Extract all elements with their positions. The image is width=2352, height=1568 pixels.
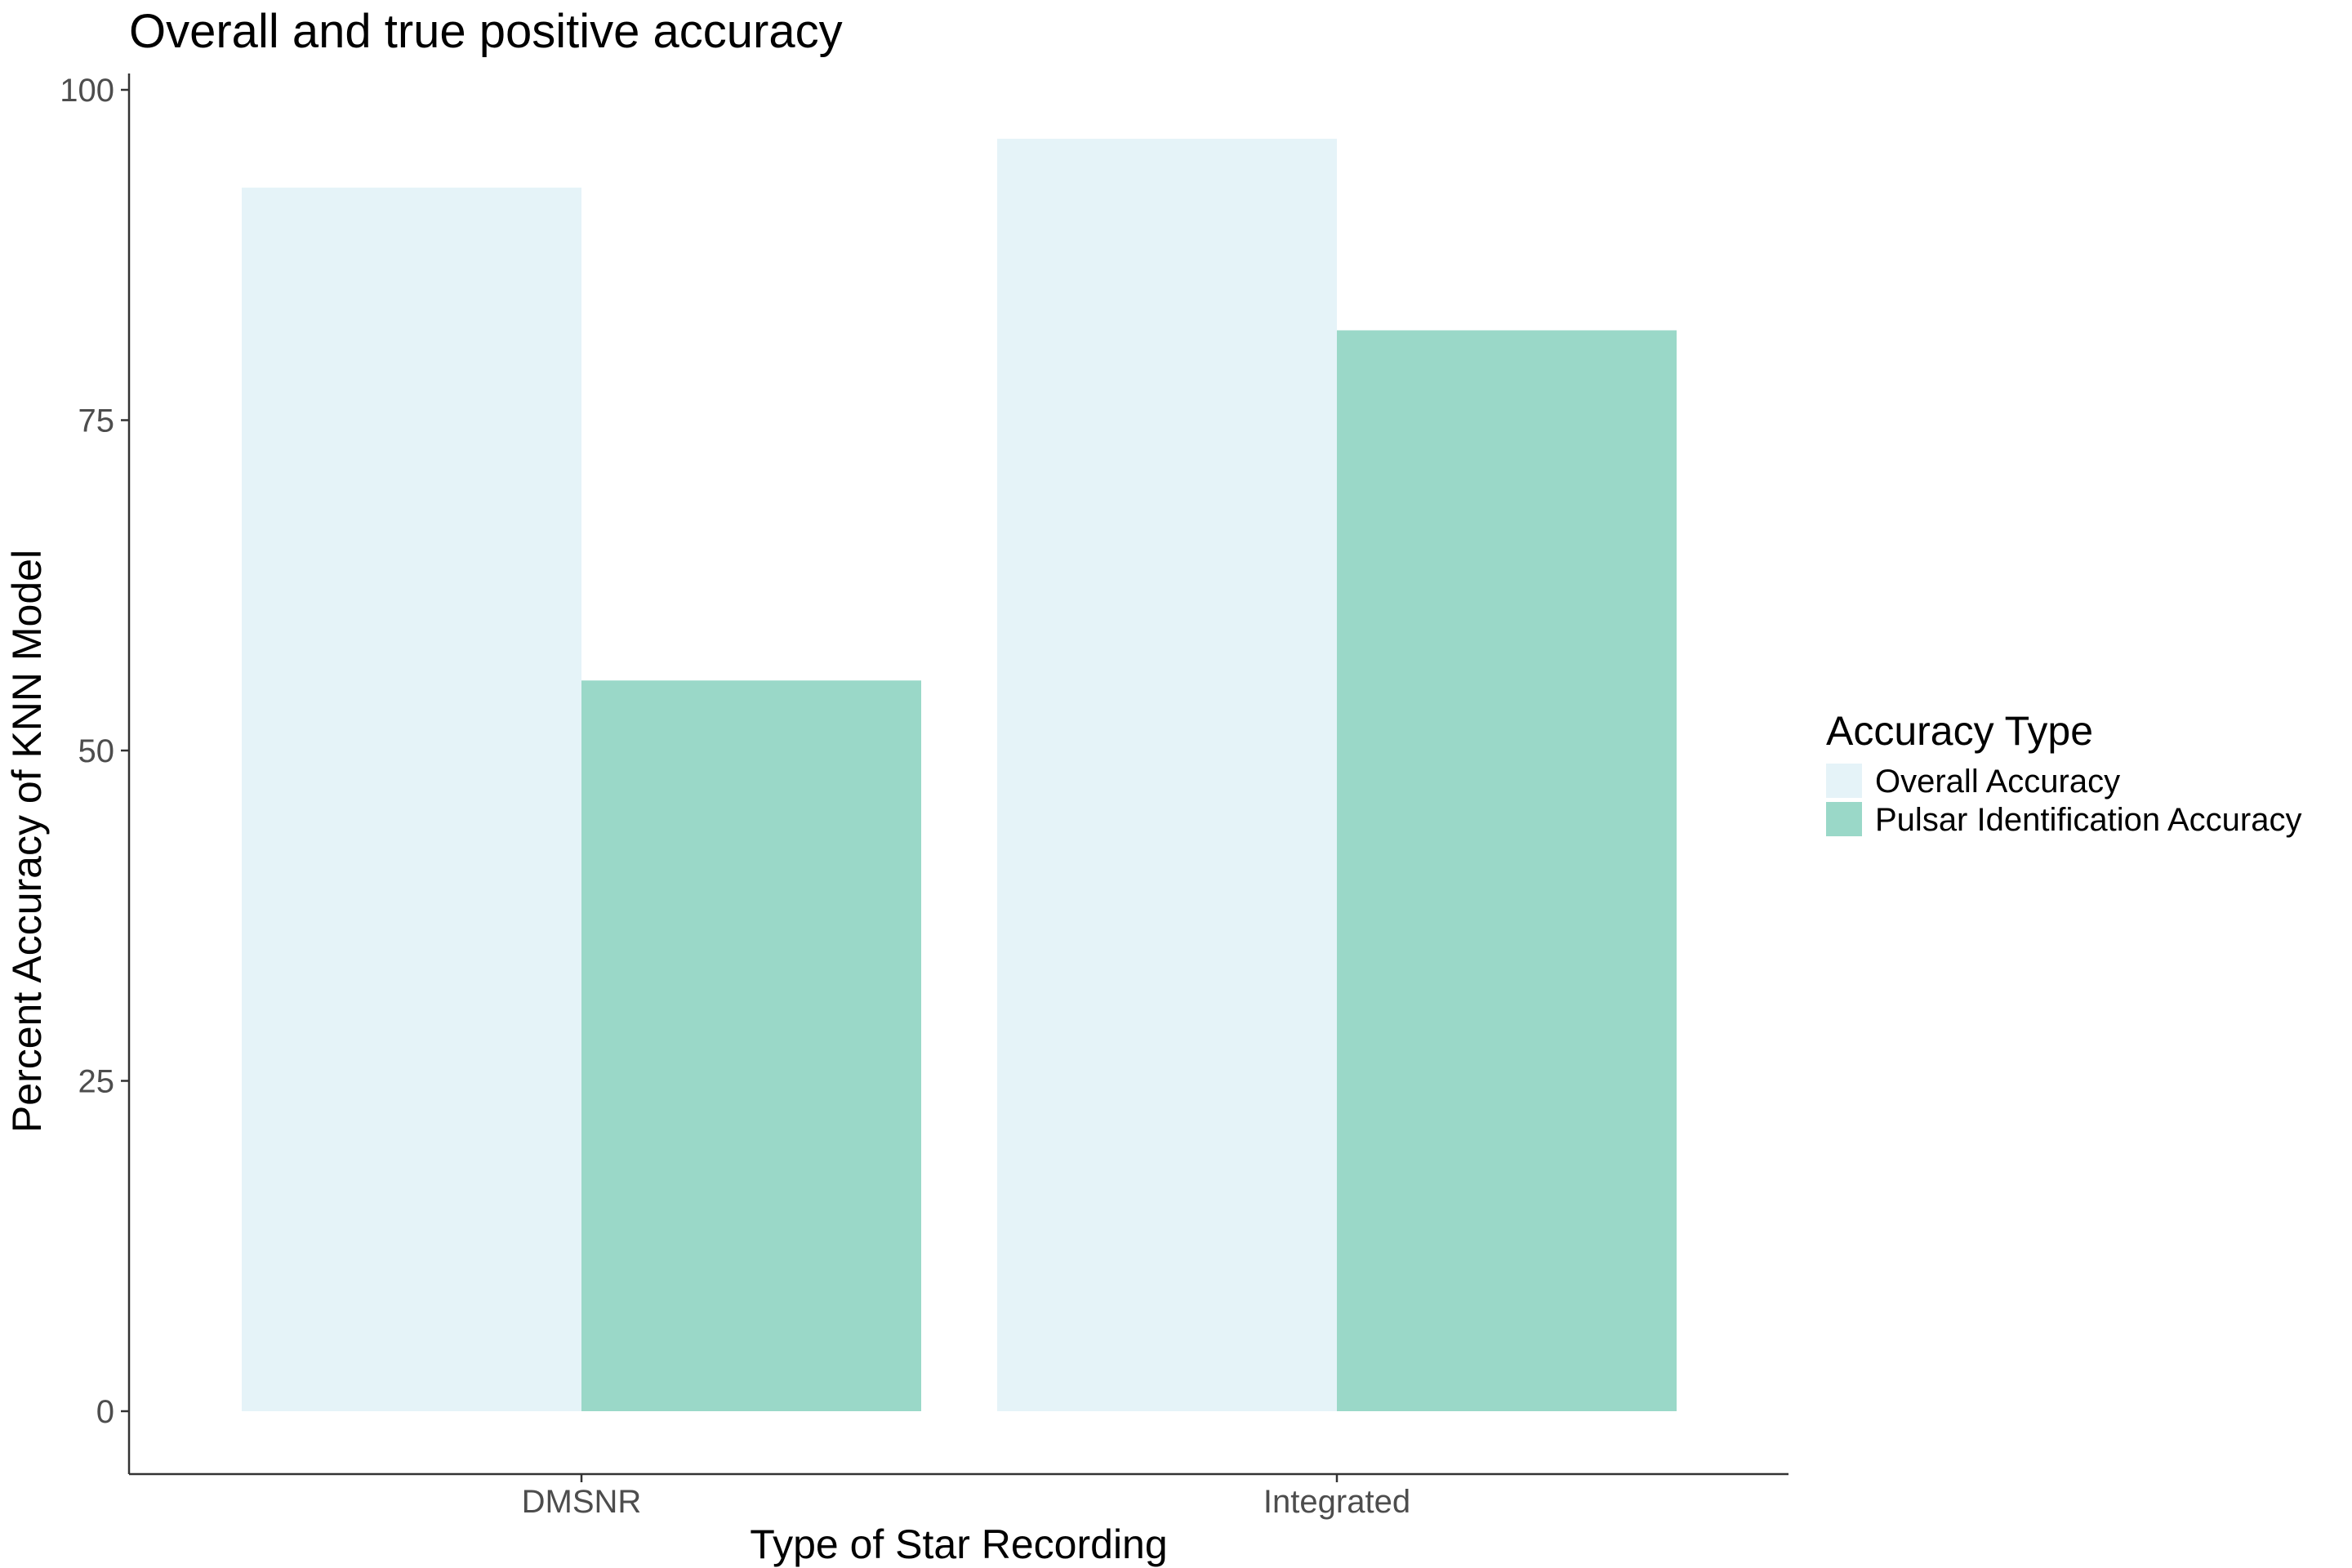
y-tick-label: 25 xyxy=(78,1064,115,1100)
y-tick-label: 100 xyxy=(60,73,114,109)
legend-title: Accuracy Type xyxy=(1826,708,2093,754)
y-axis-title: Percent Accuracy of KNN Model xyxy=(4,550,50,1133)
bar-dmsnr-pulsar-identification-accuracy xyxy=(581,680,921,1411)
bar-integrated-pulsar-identification-accuracy xyxy=(1337,330,1677,1411)
legend-label: Overall Accuracy xyxy=(1875,764,2120,800)
legend-label: Pulsar Identification Accuracy xyxy=(1875,802,2301,838)
y-tick-label: 50 xyxy=(78,733,115,769)
y-tick-label: 75 xyxy=(78,403,115,439)
bars-group xyxy=(242,138,1677,1412)
x-tick-label: Integrated xyxy=(1263,1484,1410,1520)
bar-dmsnr-overall-accuracy xyxy=(242,187,581,1412)
y-tick-label: 0 xyxy=(96,1394,114,1430)
x-tick-label: DMSNR xyxy=(522,1484,642,1520)
legend-key xyxy=(1826,802,1862,836)
chart-title: Overall and true positive accuracy xyxy=(129,5,843,58)
y-ticks-group: 0 25 50 75 100 xyxy=(60,73,129,1430)
x-axis-title: Type of Star Recording xyxy=(750,1521,1167,1567)
legend-key xyxy=(1826,764,1862,798)
bar-integrated-overall-accuracy xyxy=(997,138,1337,1412)
x-ticks-group: DMSNR Integrated xyxy=(522,1474,1410,1520)
